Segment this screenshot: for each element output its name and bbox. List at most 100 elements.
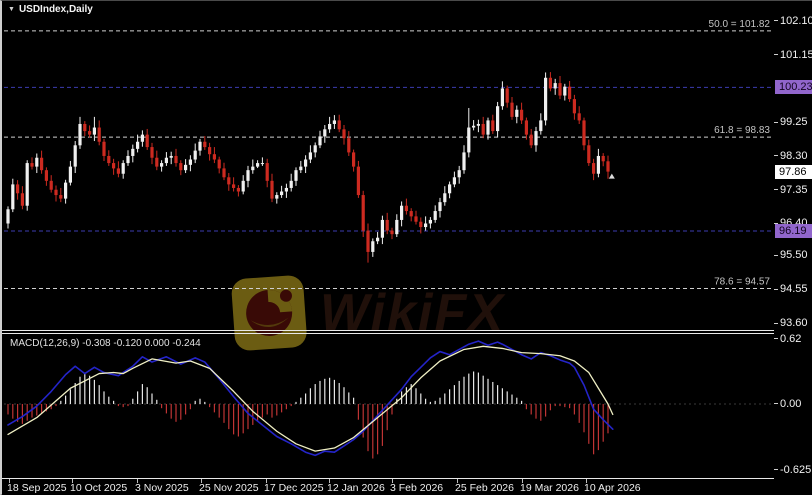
bull-candle: [323, 129, 327, 137]
time-axis[interactable]: 18 Sep 2025 10 Oct 2025 3 Nov 2025 25 Nov 2…: [2, 479, 812, 495]
bear-candle: [520, 109, 524, 121]
bull-candle: [308, 152, 312, 160]
bear-candle: [270, 180, 274, 199]
bear-candle: [587, 145, 591, 164]
bear-candle: [112, 163, 116, 169]
macd-signal-line: [7, 345, 614, 452]
bull-candle: [35, 157, 39, 167]
bear-candle: [102, 141, 106, 156]
time-axis-label: 12 Jan 2026: [327, 482, 385, 494]
macd-axis-label: -0.625: [780, 463, 812, 476]
bear-candle: [30, 163, 34, 167]
bear-candle: [481, 123, 485, 135]
bull-candle: [400, 205, 404, 220]
bear-candle: [236, 187, 240, 192]
axis-tick: [774, 189, 778, 191]
axis-tick: [774, 155, 778, 157]
price-axis-label: 102.10: [780, 14, 812, 27]
axis-tick: [774, 222, 778, 224]
macd-line: [7, 340, 614, 457]
price-axis-label: 94.55: [780, 283, 808, 296]
macd-chart-canvas[interactable]: [4, 335, 774, 478]
time-axis-label: 25 Feb 2026: [455, 482, 514, 494]
bear-candle: [510, 102, 514, 117]
bear-candle: [20, 193, 24, 206]
bull-candle: [260, 163, 264, 165]
bear-candle: [107, 155, 111, 164]
bull-candle: [371, 241, 375, 252]
fib-level-label: 50.0 = 101.82: [709, 19, 771, 30]
bear-candle: [217, 159, 221, 169]
bull-candle: [289, 180, 293, 188]
bear-candle: [88, 131, 92, 135]
pane-separator[interactable]: [2, 330, 812, 331]
bull-candle: [500, 88, 504, 107]
bull-candle: [280, 191, 284, 196]
bull-candle: [126, 155, 130, 164]
bear-candle: [265, 163, 269, 181]
bull-candle: [380, 219, 384, 238]
price-axis-label: 98.30: [780, 149, 808, 162]
bull-candle: [539, 120, 543, 132]
price-chart-canvas[interactable]: 50.0 = 101.82 61.8 = 98.83 78.6 = 94.57: [4, 17, 774, 331]
bull-candle: [160, 163, 164, 167]
bear-candle: [232, 184, 236, 188]
bull-candle: [452, 177, 456, 185]
bear-candle: [409, 211, 413, 217]
time-axis-label: 10 Oct 2025: [70, 482, 128, 494]
bull-candle: [438, 202, 442, 212]
time-axis-tick: [9, 479, 10, 483]
bear-candle: [179, 163, 183, 171]
time-axis-tick: [522, 479, 523, 483]
time-axis-label: 10 Apr 2026: [584, 482, 641, 494]
bull-candle: [476, 123, 480, 126]
bear-candle: [572, 99, 576, 114]
bear-candle: [83, 123, 87, 132]
pane-separator[interactable]: [2, 333, 812, 334]
bear-candle: [227, 177, 231, 185]
bear-candle: [491, 120, 495, 132]
bear-candle: [337, 120, 341, 130]
bull-candle: [251, 166, 255, 171]
macd-indicator-label: MACD(12,26,9) -0.308 -0.120 0.000 -0.244: [10, 338, 201, 349]
bear-candle: [505, 88, 509, 103]
symbol-title-label: USDIndex,Daily: [18, 4, 93, 15]
bear-candle: [342, 129, 346, 139]
bear-candle: [155, 157, 159, 167]
axis-tick: [774, 469, 778, 470]
bear-candle: [529, 134, 533, 146]
price-axis-label: 101.15: [780, 48, 812, 61]
bear-candle: [16, 184, 20, 194]
bear-candle: [54, 189, 58, 196]
axis-tick: [774, 288, 778, 290]
bear-candle: [97, 127, 101, 142]
bull-candle: [395, 219, 399, 235]
bear-candle: [352, 152, 356, 167]
current-price-badge: 97.86: [775, 164, 812, 179]
bear-candle: [40, 157, 44, 171]
bear-candle: [577, 113, 581, 121]
bear-candle: [347, 138, 351, 153]
bull-candle: [25, 163, 29, 206]
bear-candle: [116, 168, 120, 174]
bull-candle: [78, 123, 82, 146]
bull-candle: [472, 125, 476, 128]
bear-candle: [558, 83, 562, 96]
price-axis-label: 97.35: [780, 183, 808, 196]
bull-candle: [6, 209, 10, 224]
bull-candle: [275, 195, 279, 199]
bull-candle: [64, 182, 68, 199]
bull-candle: [188, 159, 192, 165]
bull-candle: [596, 155, 600, 174]
time-axis-tick: [329, 479, 330, 483]
bear-candle: [390, 230, 394, 235]
symbol-title: ▼ USDIndex,Daily: [8, 4, 93, 15]
bull-candle: [553, 83, 557, 89]
dropdown-icon[interactable]: ▼: [8, 6, 15, 13]
bear-candle: [385, 219, 389, 231]
bull-candle: [563, 86, 567, 96]
bull-candle: [328, 123, 332, 130]
price-axis[interactable]: 102.10101.1599.2598.3097.3596.4095.5094.…: [774, 1, 812, 479]
macd-axis-label: 0.62: [780, 332, 802, 345]
bear-candle: [366, 230, 370, 252]
